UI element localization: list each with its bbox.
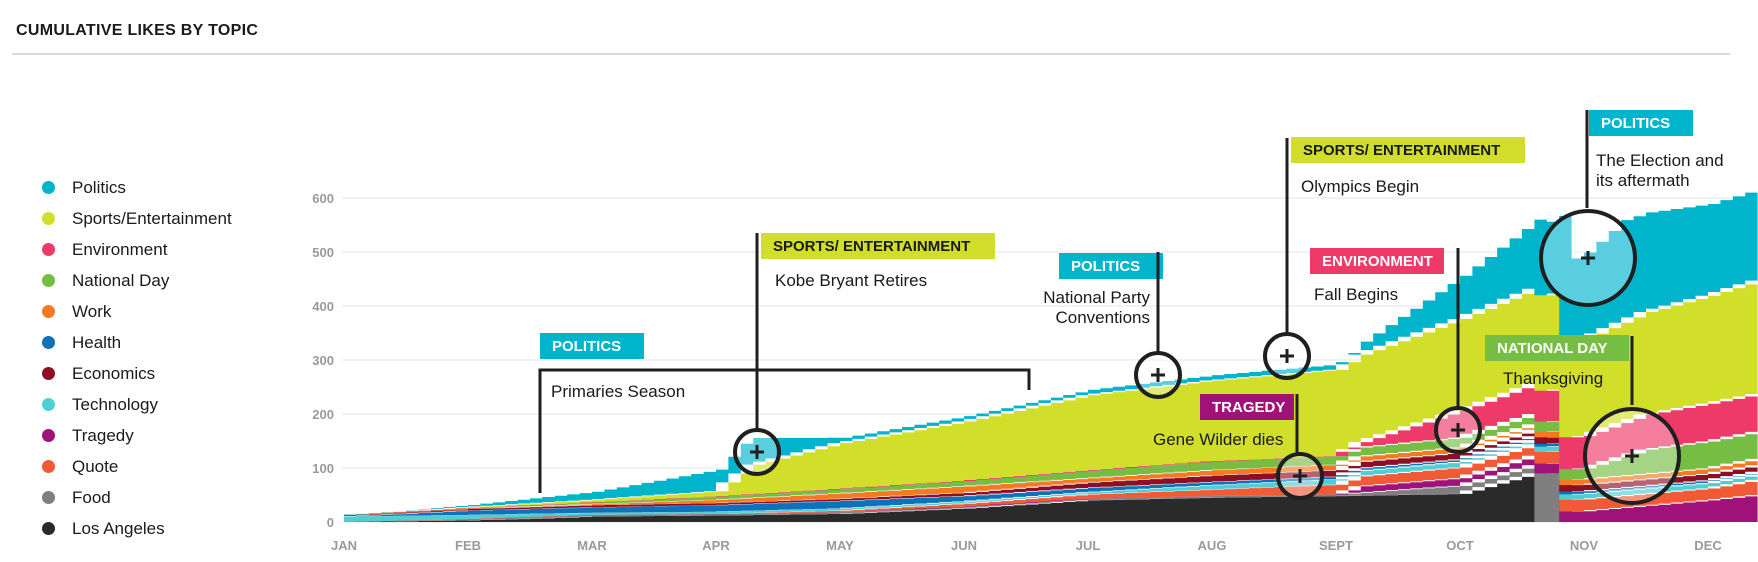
legend-label: Work [72,301,112,321]
annotation-tag: SPORTS/ ENTERTAINMENT [773,238,970,255]
annotation-text: Gene Wilder dies [1153,430,1283,449]
plus-icon [1581,251,1595,265]
plus-icon [1451,423,1465,437]
legend: Politics Sports/Entertainment Environment N… [42,172,232,544]
annotation-tag: ENVIRONMENT [1322,253,1433,270]
legend-swatch [42,367,55,380]
annotation-tag-bg [1200,394,1294,420]
annotation-text: Fall Begins [1314,285,1398,304]
annotation-text-line: its aftermath [1596,171,1690,190]
annotation-tag-bg [1291,137,1525,163]
y-tick-label: 0 [327,515,334,530]
plus-icon [750,445,764,459]
annotation-tag-bg [1485,335,1629,361]
legend-label: Los Angeles [72,518,165,538]
legend-item: Health [42,327,232,358]
x-tick-label: MAY [826,538,854,553]
legend-swatch [42,398,55,411]
y-tick-label: 300 [312,353,334,368]
annotation-text-line: National Party [1043,288,1150,307]
annotation-tag: SPORTS/ ENTERTAINMENT [1303,142,1500,159]
annotation-tag: POLITICS [1071,258,1140,275]
annotation-tag-bg [761,233,995,259]
legend-swatch [42,243,55,256]
y-tick-label: 100 [312,461,334,476]
annotation-text: Olympics Begin [1301,177,1419,196]
x-tick-label: OCT [1446,538,1474,553]
annotation-tag: NATIONAL DAY [1497,340,1608,357]
area-los-angeles [344,473,1758,522]
annotation-tag-bg [1059,253,1163,279]
legend-swatch [42,305,55,318]
legend-swatch [42,460,55,473]
legend-item: Environment [42,234,232,265]
annotation-tag-bg [540,333,644,359]
legend-item: Politics [42,172,232,203]
legend-item: National Day [42,265,232,296]
annotation-tag-bg [1310,248,1444,274]
legend-label: Technology [72,394,159,414]
chart-title: CUMULATIVE LIKES BY TOPIC [16,22,259,39]
legend-label: Food [72,487,111,507]
plus-icon [1293,469,1307,483]
x-tick-label: JUL [1076,538,1101,553]
area-tragedy [344,455,1758,522]
annotation-tag: TRAGEDY [1212,399,1285,416]
legend-label: Economics [72,363,156,383]
y-tick-label: 600 [312,191,334,206]
legend-item: Tragedy [42,420,232,451]
legend-swatch [42,212,55,225]
legend-label: National Day [72,270,170,290]
legend-swatch [42,429,55,442]
plus-icon [1625,449,1639,463]
annotation-text: Thanksgiving [1503,369,1603,388]
annotation-tag: POLITICS [1601,115,1670,132]
legend-item: Los Angeles [42,513,232,544]
plus-icon [1280,349,1294,363]
legend-item: Work [42,296,232,327]
annotation-tag-bg [1589,110,1693,136]
annotation-text-line: Conventions [1055,308,1150,327]
annotation-tag: POLITICS [552,338,621,355]
legend-label: Health [72,332,122,352]
legend-label: Sports/Entertainment [72,208,232,228]
x-tick-label: JUN [951,538,977,553]
legend-swatch [42,491,55,504]
legend-item: Sports/Entertainment [42,203,232,234]
legend-label: Tragedy [72,425,134,445]
legend-swatch [42,274,55,287]
x-tick-label: SEPT [1319,538,1353,553]
annotation-text: Kobe Bryant Retires [775,271,927,290]
legend-item: Technology [42,389,232,420]
x-tick-label: MAR [577,538,607,553]
y-tick-label: 500 [312,245,334,260]
annotation-text-line: The Election and [1596,151,1724,170]
legend-item: Food [42,482,232,513]
legend-swatch [42,336,55,349]
legend-item: Economics [42,358,232,389]
legend-label: Environment [72,239,168,259]
title-divider [12,53,1730,55]
x-tick-label: APR [702,538,730,553]
x-tick-label: AUG [1198,538,1227,553]
annotation-bracket [538,368,1031,493]
legend-label: Politics [72,177,126,197]
legend-label: Quote [72,456,119,476]
annotation-text: Primaries Season [551,382,685,401]
legend-swatch [42,181,55,194]
x-tick-label: DEC [1694,538,1722,553]
x-tick-label: NOV [1570,538,1599,553]
legend-item: Quote [42,451,232,482]
legend-swatch [42,522,55,535]
area-sports-entertainment [344,280,1758,516]
y-tick-label: 200 [312,407,334,422]
plus-icon [1151,368,1165,382]
x-tick-label: JAN [331,538,357,553]
y-tick-label: 400 [312,299,334,314]
x-tick-label: FEB [455,538,481,553]
